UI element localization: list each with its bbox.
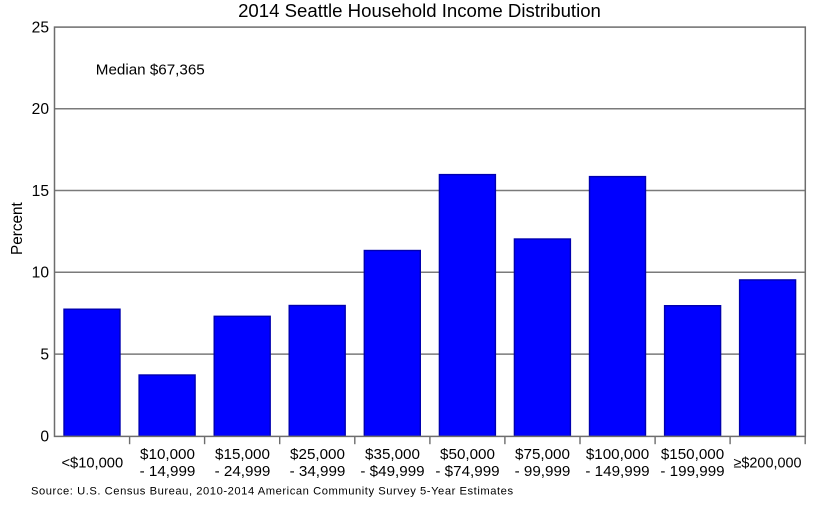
svg-text:- 99,999: - 99,999	[515, 463, 571, 480]
svg-text:- $74,999: - $74,999	[435, 463, 499, 480]
svg-text:- $49,999: - $49,999	[360, 463, 424, 480]
svg-text:Median $67,365: Median $67,365	[96, 62, 205, 79]
svg-text:- 24,999: - 24,999	[215, 463, 271, 480]
svg-text:25: 25	[32, 19, 50, 36]
svg-text:0: 0	[40, 429, 49, 446]
svg-text:$10,000: $10,000	[140, 446, 195, 463]
svg-text:5: 5	[40, 347, 49, 364]
svg-text:- 149,999: - 149,999	[585, 463, 649, 480]
svg-text:- 199,999: - 199,999	[660, 463, 724, 480]
svg-text:2014 Seattle Household Income: 2014 Seattle Household Income Distributi…	[238, 0, 601, 21]
svg-text:15: 15	[32, 183, 50, 200]
svg-text:- 14,999: - 14,999	[140, 463, 196, 480]
svg-text:Percent: Percent	[9, 201, 26, 254]
svg-text:$35,000: $35,000	[365, 446, 420, 463]
svg-text:$50,000: $50,000	[440, 446, 495, 463]
svg-text:$15,000: $15,000	[215, 446, 270, 463]
svg-text:$75,000: $75,000	[515, 446, 570, 463]
svg-text:- 34,999: - 34,999	[290, 463, 346, 480]
svg-text:<$10,000: <$10,000	[61, 456, 123, 472]
svg-text:20: 20	[32, 101, 50, 118]
svg-text:$150,000: $150,000	[661, 446, 724, 463]
svg-text:$100,000: $100,000	[586, 446, 649, 463]
svg-text:Source: U.S. Census Bureau, 20: Source: U.S. Census Bureau, 2010-2014 Am…	[31, 486, 514, 498]
svg-text:10: 10	[32, 265, 50, 282]
svg-text:$25,000: $25,000	[290, 446, 345, 463]
svg-text:≥$200,000: ≥$200,000	[734, 456, 802, 472]
